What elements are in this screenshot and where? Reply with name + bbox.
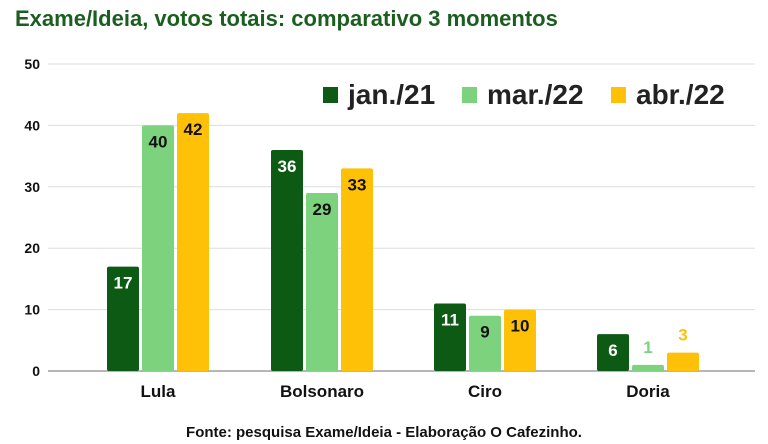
legend-label: abr./22 (636, 79, 725, 110)
data-label: 17 (114, 274, 133, 293)
y-tick-label: 0 (32, 363, 40, 379)
bar-ciro-1 (434, 303, 466, 371)
category-label: Ciro (468, 382, 502, 401)
bar-bolsonaro-3 (341, 168, 373, 371)
bar-lula-1 (107, 266, 139, 371)
data-label: 29 (313, 200, 332, 219)
data-label: 40 (149, 132, 168, 151)
y-tick-label: 20 (24, 240, 40, 256)
y-axis-ticks: 0 10 20 30 40 50 (24, 56, 40, 379)
legend-label: jan./21 (347, 79, 435, 110)
data-labels: 17 40 42 36 29 33 11 9 10 6 1 3 (114, 120, 688, 360)
source-note: Fonte: pesquisa Exame/Ideia - Elaboração… (186, 424, 582, 441)
data-label: 3 (678, 326, 687, 345)
legend-swatch (323, 87, 338, 103)
bar-doria-2 (632, 364, 664, 371)
bar-doria-3 (667, 352, 699, 371)
legend-swatch (611, 87, 626, 103)
bar-bolsonaro-2 (306, 192, 338, 371)
bar-doria-1 (597, 334, 629, 371)
bar-ciro-3 (504, 309, 536, 371)
category-label: Bolsonaro (280, 382, 364, 401)
bar-chart: 0 10 20 30 40 50 17 40 42 36 29 33 11 9 10 6 1 3 Lula Bol… (24, 56, 755, 401)
data-label: 9 (480, 323, 489, 342)
category-label: Doria (626, 382, 670, 401)
data-label: 1 (643, 338, 652, 357)
bar-bolsonaro-1 (271, 149, 303, 371)
data-label: 6 (608, 341, 617, 360)
bar-lula-3 (177, 113, 209, 372)
data-label: 10 (511, 317, 530, 336)
bar-ciro-2 (469, 315, 501, 371)
bars (107, 113, 699, 372)
data-label: 36 (278, 157, 297, 176)
data-label: 11 (441, 310, 459, 329)
data-label: 33 (348, 175, 367, 194)
y-tick-label: 30 (24, 179, 40, 195)
y-tick-label: 40 (24, 117, 40, 133)
category-label: Lula (141, 382, 176, 401)
legend: jan./21 mar./22 abr./22 (323, 79, 725, 110)
y-tick-label: 10 (24, 302, 40, 318)
legend-swatch (462, 87, 477, 103)
bar-lula-2 (142, 125, 174, 372)
chart-title: Exame/Ideia, votos totais: comparativo 3… (15, 6, 558, 31)
y-tick-label: 50 (24, 56, 40, 72)
x-axis-categories: Lula Bolsonaro Ciro Doria (141, 382, 671, 401)
data-label: 42 (184, 120, 203, 139)
legend-label: mar./22 (487, 79, 584, 110)
